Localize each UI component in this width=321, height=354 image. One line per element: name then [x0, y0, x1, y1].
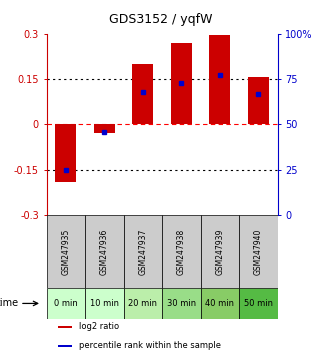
Bar: [47, 215, 85, 288]
Bar: [85, 215, 124, 288]
Bar: [132, 64, 153, 124]
Bar: [124, 288, 162, 319]
Bar: [201, 215, 239, 288]
Bar: [85, 288, 124, 319]
Bar: [209, 35, 230, 124]
Bar: [239, 288, 278, 319]
Text: GSM247936: GSM247936: [100, 228, 109, 275]
Bar: [55, 124, 76, 182]
Text: GSM247939: GSM247939: [215, 228, 224, 275]
Bar: [201, 288, 239, 319]
Text: 40 min: 40 min: [205, 299, 234, 308]
Bar: [94, 124, 115, 133]
Bar: [248, 78, 269, 124]
Bar: [162, 215, 201, 288]
Text: percentile rank within the sample: percentile rank within the sample: [79, 341, 221, 350]
Text: 0 min: 0 min: [54, 299, 78, 308]
Bar: [171, 43, 192, 124]
Text: GDS3152 / yqfW: GDS3152 / yqfW: [109, 13, 212, 26]
Text: GSM247935: GSM247935: [61, 228, 70, 275]
Bar: [58, 345, 72, 347]
Bar: [124, 215, 162, 288]
Text: GSM247938: GSM247938: [177, 228, 186, 275]
Bar: [162, 288, 201, 319]
Text: 30 min: 30 min: [167, 299, 196, 308]
Text: 10 min: 10 min: [90, 299, 119, 308]
Bar: [47, 288, 85, 319]
Text: 20 min: 20 min: [128, 299, 157, 308]
Text: GSM247937: GSM247937: [138, 228, 147, 275]
Bar: [58, 326, 72, 328]
Text: time: time: [0, 298, 19, 308]
Text: 50 min: 50 min: [244, 299, 273, 308]
Bar: [239, 215, 278, 288]
Text: log2 ratio: log2 ratio: [79, 322, 119, 331]
Text: GSM247940: GSM247940: [254, 228, 263, 275]
